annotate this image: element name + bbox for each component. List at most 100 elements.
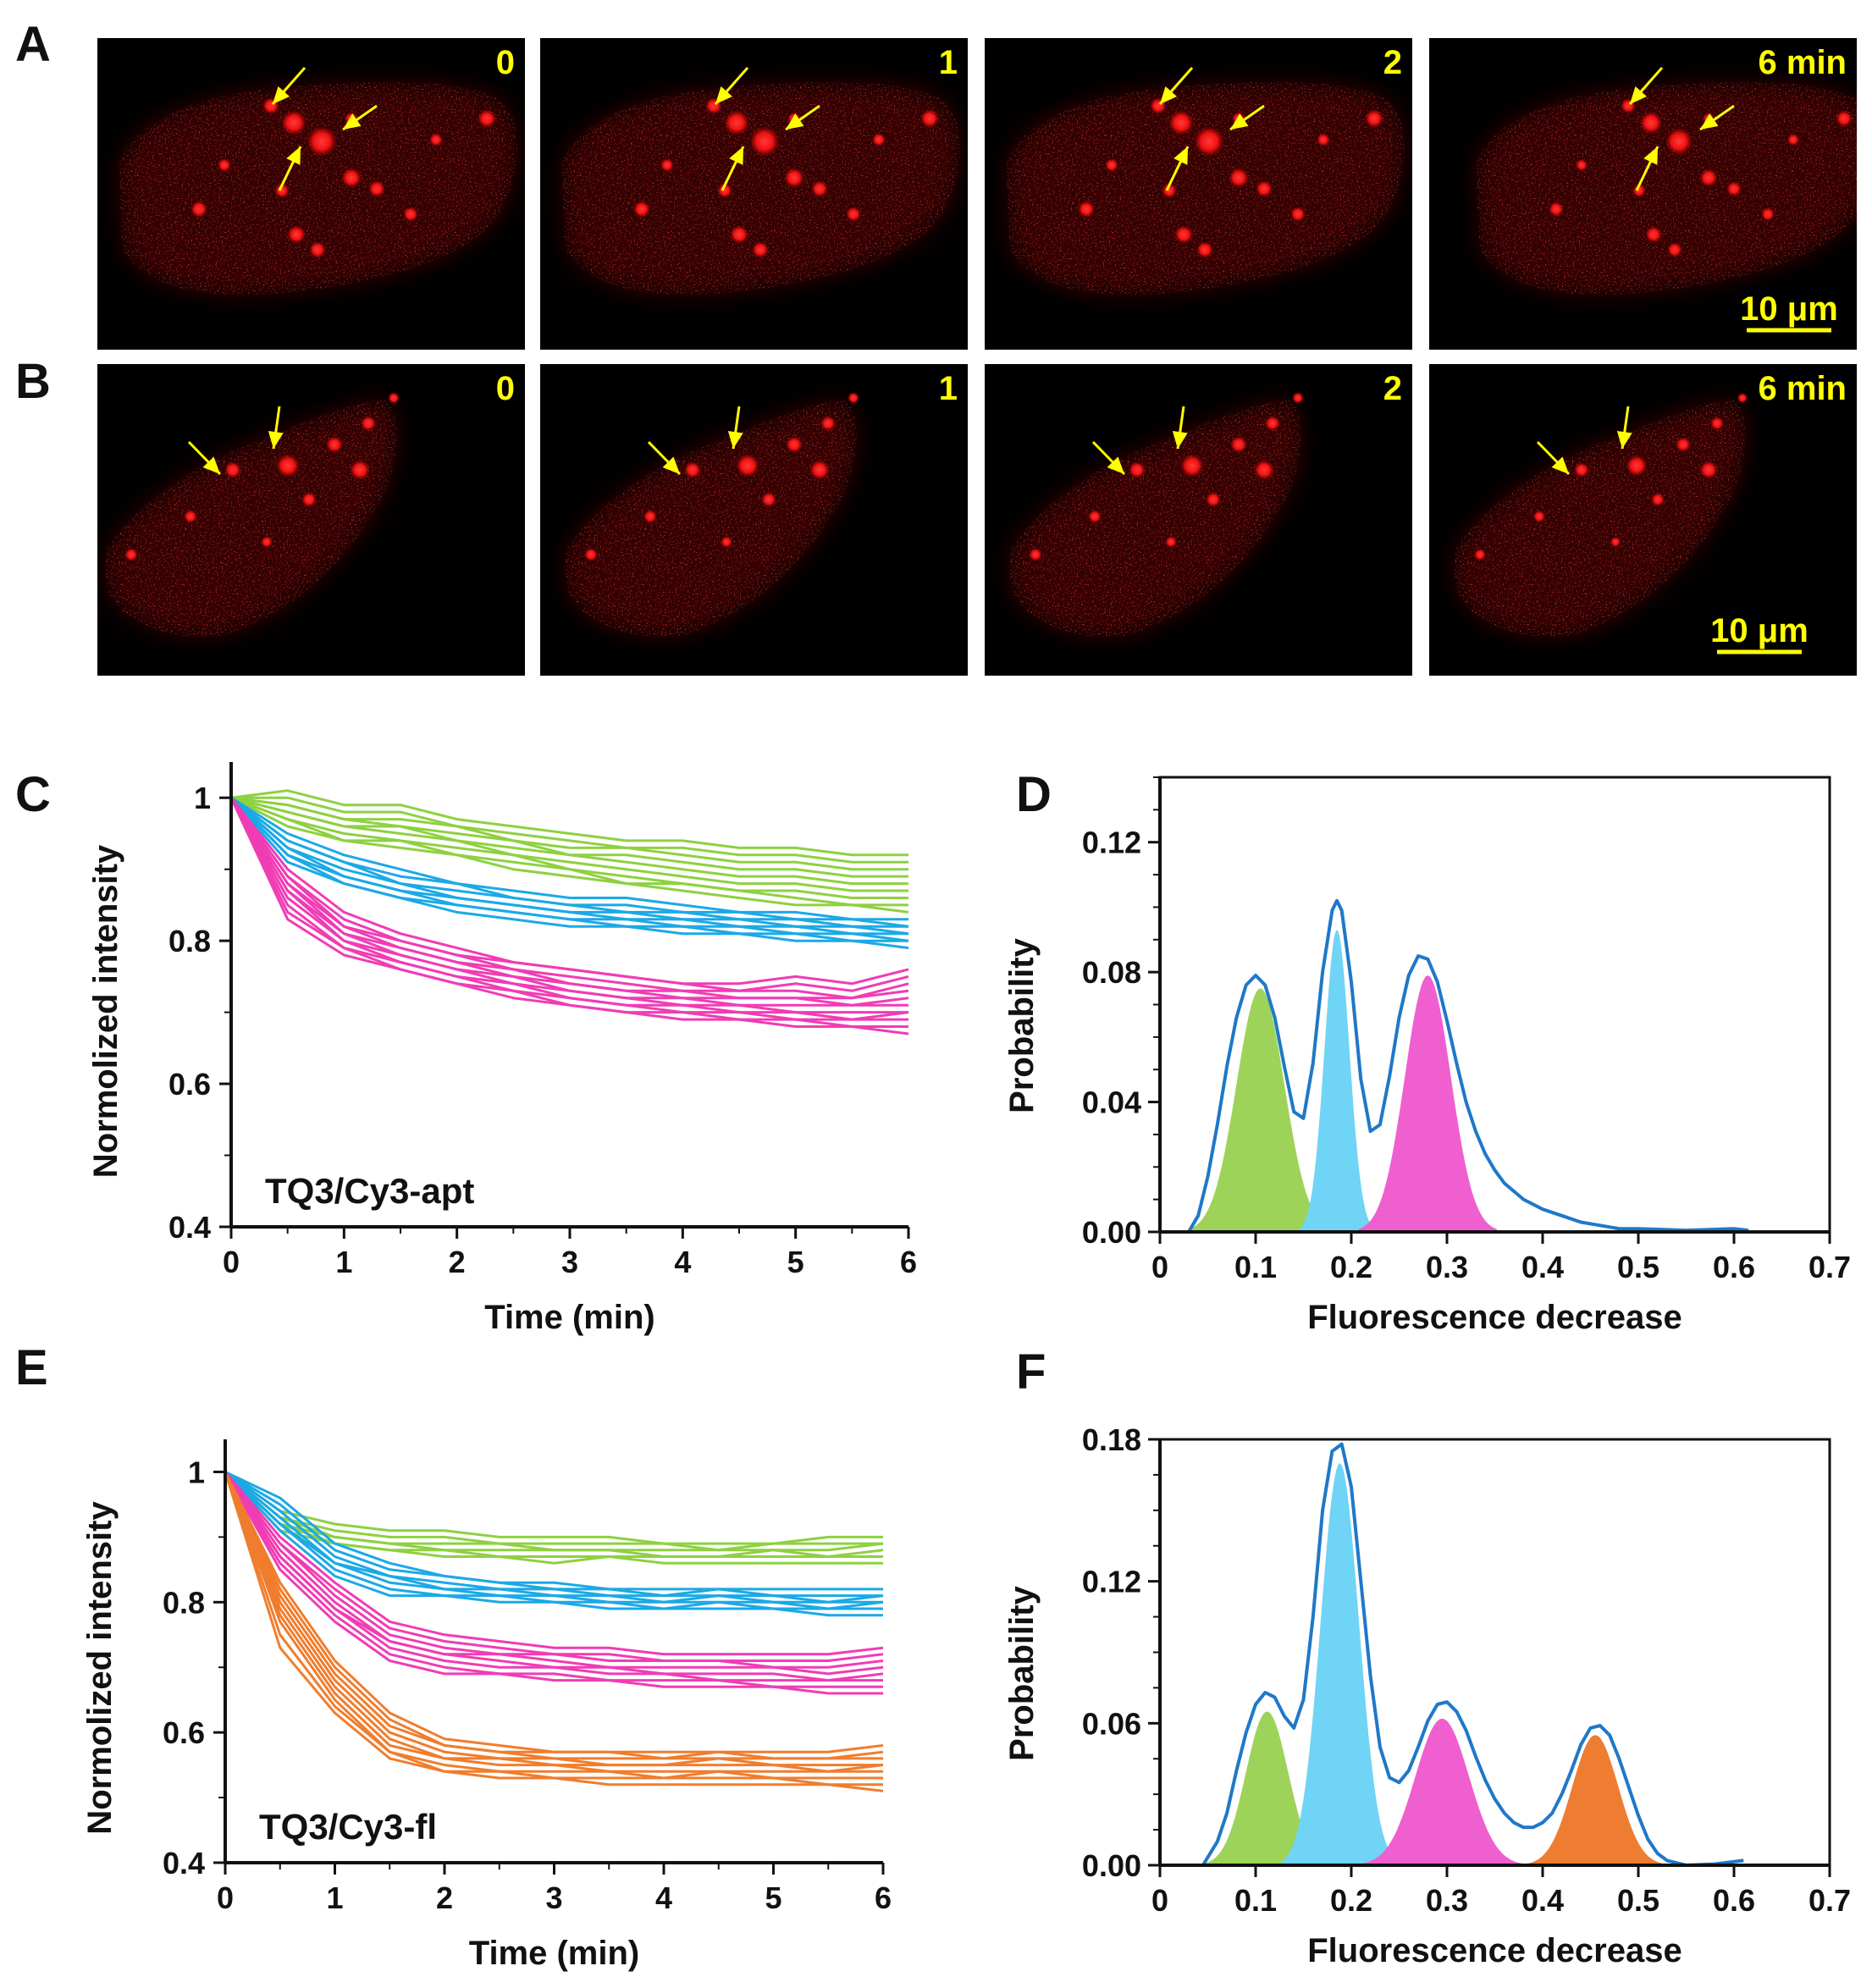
series-lines: [224, 1471, 884, 1792]
chart-d: 0 0.1 0.2 0.3 0.4 0.5 0.6 0.7 0.00 0.04 0.08 0.12 Fl…: [1003, 776, 1851, 1336]
x-tick-label: 0.1: [1234, 1883, 1277, 1918]
y-axis-title: Probability: [1003, 937, 1041, 1113]
y-tick-label: 0.18: [1082, 1422, 1141, 1457]
arrow-b-3-1: [1616, 406, 1632, 450]
frame-a-0: 0: [97, 38, 525, 350]
arrow-a-3-2: [1635, 146, 1659, 191]
frame-a-2: 2: [985, 38, 1412, 350]
series-pink-line-3: [224, 1471, 884, 1676]
scale-bar: 10 μm: [1740, 290, 1838, 333]
x-tick-label: 2: [449, 1245, 466, 1279]
series-pink-line-0: [224, 1471, 884, 1656]
y-tick-label: 0.4: [163, 1846, 205, 1880]
x-tick-label: 6: [875, 1880, 892, 1915]
y-tick-label: 0.00: [1082, 1215, 1141, 1250]
chart-c: 0 1 2 3 4 5 6 0.4 0.6 0.8 1 Time (min) Normolized in…: [87, 762, 917, 1336]
series-pink-line-5: [224, 1471, 883, 1682]
x-tick-label: 0.6: [1713, 1883, 1755, 1918]
arrow-a-0-1: [342, 104, 378, 131]
series-green-line-1: [231, 796, 908, 864]
arrow-a-0-0: [271, 67, 306, 105]
time-label: 6 min: [1759, 44, 1847, 81]
y-tick-label: 0.00: [1082, 1848, 1141, 1883]
component-areas: [1204, 1462, 1665, 1865]
series-orange-line-2: [224, 1471, 883, 1760]
chart-e: 0 1 2 3 4 5 6 0.4 0.6 0.8 1 Time (min) Normolized in…: [81, 1439, 892, 1972]
component-area-0: [1188, 988, 1333, 1232]
arrow-b-0-0: [187, 440, 222, 476]
series-green-line-8: [230, 796, 909, 914]
x-tick-label: 3: [561, 1245, 578, 1279]
time-label: 0: [496, 44, 515, 81]
series-pink-line-10: [229, 797, 909, 1035]
series-blue-line-6: [224, 1471, 883, 1617]
series-lines: [229, 789, 909, 1035]
frame-b-1: 1: [540, 364, 968, 676]
series-pink-line-5: [229, 797, 908, 1007]
arrow-a-3-1: [1699, 104, 1735, 131]
x-tick-label: 1: [326, 1880, 343, 1915]
x-tick-label: 0.3: [1426, 1883, 1468, 1918]
arrow-b-2-0: [1091, 440, 1126, 476]
y-tick-label: 0.6: [163, 1715, 205, 1750]
series-pink-line-4: [229, 797, 909, 1007]
arrow-a-2-0: [1158, 67, 1194, 105]
component-area-3: [1526, 1735, 1665, 1865]
chart-annotation: TQ3/Cy3-apt: [265, 1171, 474, 1211]
y-tick-label: 0.8: [163, 1585, 205, 1620]
arrow-a-1-2: [721, 146, 745, 191]
x-tick-label: 0.2: [1330, 1883, 1372, 1918]
x-tick-label: 0.7: [1808, 1250, 1851, 1284]
x-tick-label: 0: [223, 1245, 240, 1279]
y-tick-label: 0.12: [1082, 826, 1141, 860]
series-blue-line-7: [229, 797, 909, 950]
series-green-line-5: [230, 796, 908, 892]
x-tick-label: 0: [1151, 1883, 1168, 1918]
series-orange-line-1: [224, 1471, 884, 1760]
scale-bar: 10 μm: [1710, 612, 1808, 654]
series-blue-line-0: [224, 1471, 883, 1591]
x-tick-label: 0.2: [1330, 1250, 1372, 1284]
series-pink-line-0: [229, 797, 909, 986]
axes: 0 0.1 0.2 0.3 0.4 0.5 0.6 0.7 0.00 0.04 0.08 0.12: [1082, 776, 1851, 1284]
y-tick-label: 0.08: [1082, 955, 1141, 990]
frame-a-1: 1: [540, 38, 968, 350]
arrow-a-3-0: [1628, 67, 1664, 105]
series-blue-line-2: [224, 1471, 884, 1604]
frame-b-3: 6 min 10 μm: [1429, 364, 1857, 676]
frame-b-2: 2: [985, 364, 1412, 676]
envelope-curve: [1201, 1442, 1744, 1867]
x-tick-label: 1: [335, 1245, 352, 1279]
x-tick-label: 0: [1151, 1250, 1168, 1284]
x-axis-title: Time (min): [484, 1299, 655, 1336]
y-tick-label: 0.04: [1082, 1085, 1141, 1120]
time-label: 2: [1383, 370, 1402, 407]
envelope-curve: [1187, 898, 1749, 1234]
x-tick-label: 0.3: [1426, 1250, 1468, 1284]
x-tick-label: 0.5: [1617, 1883, 1659, 1918]
frame-a-3: 6 min 10 μm: [1429, 38, 1857, 350]
component-area-2: [1359, 975, 1497, 1232]
y-tick-label: 1: [194, 781, 211, 815]
time-label: 2: [1383, 44, 1402, 81]
time-label: 0: [496, 370, 515, 407]
series-pink-line-1: [229, 797, 909, 992]
scale-bar-label: 10 μm: [1740, 290, 1838, 328]
component-area-2: [1361, 1718, 1523, 1865]
axes: 0 1 2 3 4 5 6 0.4 0.6 0.8 1: [168, 762, 917, 1279]
component-areas: [1188, 930, 1497, 1232]
y-tick-label: 1: [188, 1455, 205, 1489]
x-axis-title: Time (min): [469, 1935, 640, 1972]
x-tick-label: 0.5: [1617, 1250, 1659, 1284]
x-tick-label: 0.1: [1234, 1250, 1277, 1284]
series-green-line-0: [230, 789, 908, 857]
time-label: 1: [939, 44, 958, 81]
arrow-b-2-1: [1172, 406, 1188, 450]
panel-letter-f: F: [1016, 1345, 1046, 1400]
series-orange-line-8: [224, 1472, 884, 1792]
frame-b-0: 0: [97, 364, 525, 676]
y-tick-label: 0.6: [168, 1067, 211, 1102]
microscopy-frames: 0 1 2 6 min 10 μm 0 1 2 6 min 10 μm: [97, 38, 1857, 676]
x-axis-title: Fluorescence decrease: [1307, 1299, 1681, 1336]
